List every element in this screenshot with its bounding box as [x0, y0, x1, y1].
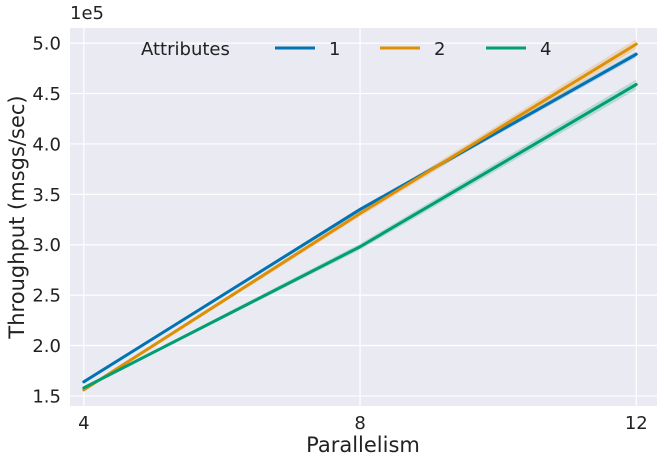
x-tick-label: 4 [78, 413, 89, 434]
x-tick-label: 12 [625, 413, 648, 434]
y-tick-label: 4.0 [32, 134, 61, 155]
y-tick-label: 3.0 [32, 235, 61, 256]
y-tick-label: 2.0 [32, 336, 61, 357]
grid-lines [70, 28, 657, 406]
x-axis-title: Parallelism [306, 433, 420, 457]
series-line-4 [82, 82, 638, 390]
y-tick-label: 5.0 [32, 34, 61, 55]
legend-title: Attributes [141, 39, 230, 60]
series-lines [82, 42, 638, 392]
y-tick-labels: 1.5 2.0 2.5 3.0 3.5 4.0 4.5 5.0 [32, 34, 61, 408]
x-tick-labels: 4 8 12 [78, 413, 648, 434]
legend-label-2: 2 [434, 39, 445, 60]
y-axis-title: Throughput (msgs/sec) [5, 95, 29, 339]
y-tick-label: 3.5 [32, 185, 61, 206]
series-band-1 [83, 51, 637, 383]
y-multiplier-label: 1e5 [70, 3, 104, 24]
legend-label-1: 1 [329, 39, 340, 60]
series-line-2 [82, 42, 638, 392]
y-tick-label: 4.5 [32, 84, 61, 105]
legend-label-4: 4 [540, 39, 551, 60]
y-tick-label: 2.5 [32, 286, 61, 307]
legend: Attributes 1 2 4 [141, 39, 551, 60]
series-line-1 [82, 52, 638, 384]
y-tick-label: 1.5 [32, 386, 61, 407]
x-tick-label: 8 [354, 413, 365, 434]
